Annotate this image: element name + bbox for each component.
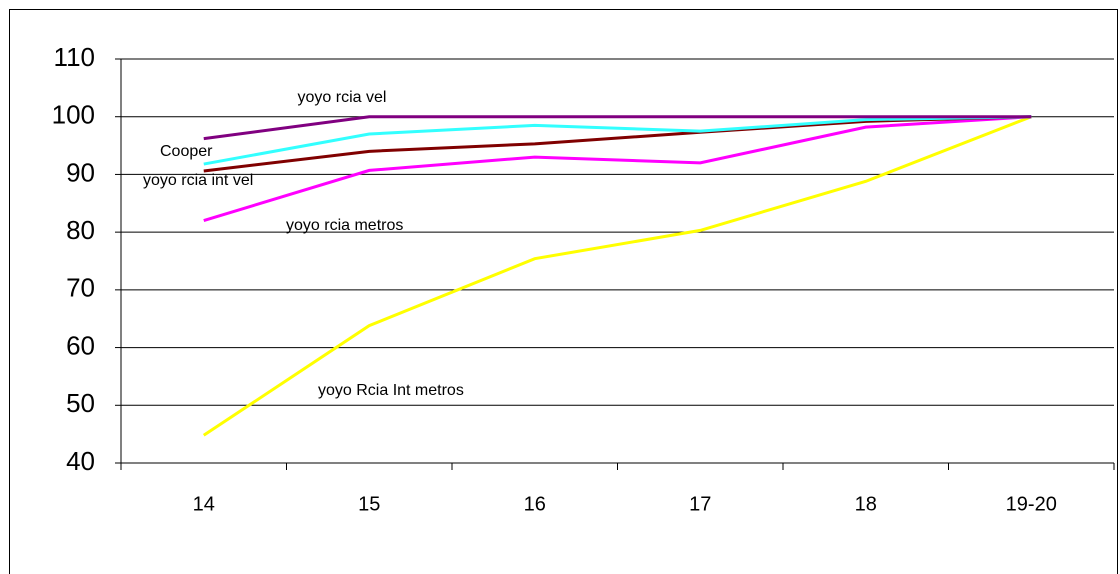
series-line [203,115,1032,223]
y-tick-label: 100 [52,100,95,130]
y-tick-label: 60 [66,330,95,360]
series-label: yoyo Rcia Int metros [318,382,464,399]
x-tick-label: 14 [193,493,215,515]
x-tick-label: 19-20 [1006,493,1057,515]
x-tick-label: 15 [358,493,380,515]
y-tick-label: 70 [66,273,95,303]
y-tick-label: 110 [54,42,95,72]
x-tick-label: 17 [689,493,711,515]
y-tick-label: 50 [66,388,95,418]
series-label: yoyo rcia int vel [143,172,253,189]
series-label: yoyo rcia metros [286,217,403,234]
x-tick-label: 16 [524,493,546,515]
series-line [203,115,1032,166]
y-tick-label: 80 [66,215,95,245]
series-label: yoyo rcia vel [298,89,387,106]
series-line [203,115,1032,141]
y-tick-label: 40 [66,446,95,476]
chart-frame [9,9,1118,574]
series-label: Cooper [160,143,213,160]
x-tick-label: 18 [855,493,877,515]
series-line [202,115,1032,437]
y-tick-label: 90 [66,157,95,187]
